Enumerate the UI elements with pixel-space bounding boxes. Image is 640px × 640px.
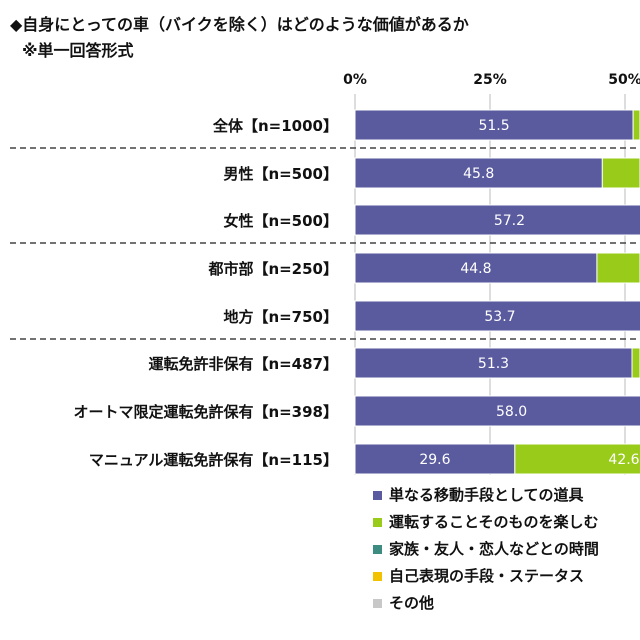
data-label: 42.6 — [608, 452, 639, 468]
data-label: 57.2 — [494, 213, 525, 229]
legend-swatch — [373, 491, 382, 500]
legend-label: 単なる移動手段としての道具 — [389, 486, 584, 504]
legend-label: 運転することそのものを楽しむ — [389, 513, 599, 531]
legend-swatch — [373, 572, 382, 581]
bar-segment — [354, 443, 516, 475]
group-dividers — [10, 147, 640, 340]
bar-segment — [601, 157, 640, 189]
bar-segment — [354, 300, 640, 332]
bar-segment — [596, 252, 640, 284]
category-labels: 全体【n=1000】男性【n=500】女性【n=500】都市部【n=250】地方… — [73, 117, 338, 469]
bar-segment — [631, 347, 640, 379]
bar-segment — [354, 395, 640, 427]
x-axis: 0% 25% 50% — [343, 72, 640, 88]
x-tick-label: 50% — [608, 72, 640, 88]
bars: 51.5 45.8 57.2 44.8 53.7 51.3 58.0 29.6 42.6 — [354, 109, 640, 475]
bar-segment — [354, 347, 633, 379]
legend-label: 家族・友人・恋人などとの時間 — [389, 540, 599, 558]
bar-segment — [632, 109, 640, 141]
legend-swatch — [373, 545, 382, 554]
bar-segment — [354, 109, 634, 141]
bar-segment — [354, 204, 640, 236]
legend-label: その他 — [389, 594, 434, 612]
x-tick-label: 0% — [343, 72, 367, 88]
chart-title: ◆自身にとっての車（バイクを除く）はどのような価値があるか — [10, 15, 469, 34]
category-label: マニュアル運転免許保有【n=115】 — [89, 451, 338, 469]
category-label: オートマ限定運転免許保有【n=398】 — [73, 403, 338, 421]
bar-segment — [354, 252, 598, 284]
category-label: 全体【n=1000】 — [212, 117, 338, 135]
legend-swatch — [373, 518, 382, 527]
data-label: 58.0 — [496, 404, 527, 420]
legend-swatch — [373, 599, 382, 608]
legend: 単なる移動手段としての道具運転することそのものを楽しむ家族・友人・恋人などとの時… — [373, 486, 599, 612]
category-label: 男性【n=500】 — [223, 165, 338, 183]
data-label: 29.6 — [419, 452, 450, 468]
bar-segment — [354, 157, 603, 189]
category-label: 運転免許非保有【n=487】 — [148, 355, 338, 373]
data-label: 53.7 — [484, 309, 515, 325]
data-label: 51.5 — [478, 118, 509, 134]
category-label: 女性【n=500】 — [223, 212, 338, 230]
category-label: 地方【n=750】 — [223, 308, 338, 326]
data-label: 51.3 — [478, 356, 509, 372]
bar-segment — [514, 443, 640, 475]
chart-subtitle: ※単一回答形式 — [22, 41, 134, 60]
legend-label: 自己表現の手段・ステータス — [389, 567, 584, 585]
data-label: 44.8 — [460, 261, 491, 277]
category-label: 都市部【n=250】 — [207, 260, 338, 278]
x-tick-label: 25% — [473, 72, 507, 88]
data-label: 45.8 — [463, 166, 494, 182]
